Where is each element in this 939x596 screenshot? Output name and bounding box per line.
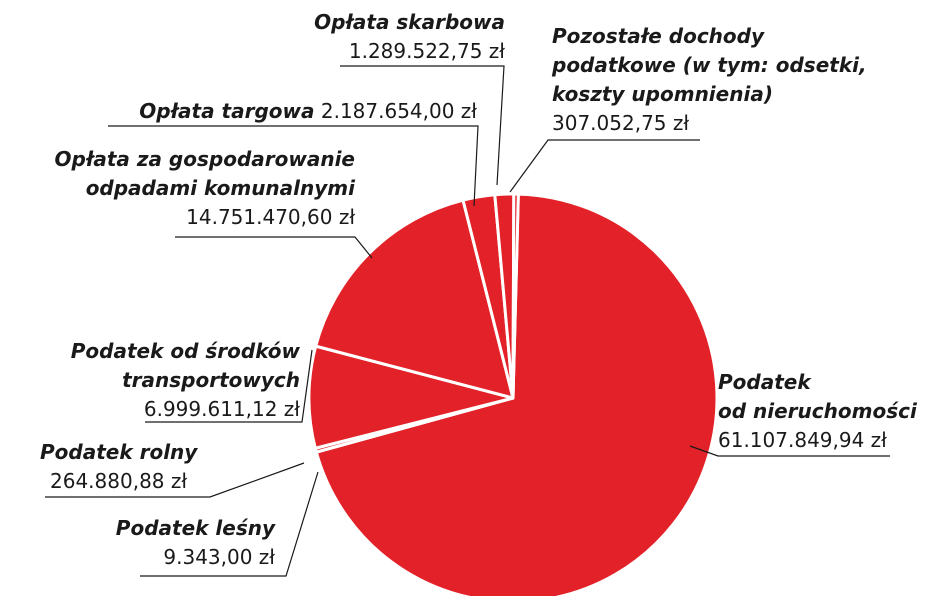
slice-label: Opłata skarbowa 1.289.522,75 zł xyxy=(314,8,505,66)
leader-line xyxy=(45,462,305,498)
pie-slice xyxy=(511,192,520,400)
leader-lines xyxy=(45,65,890,577)
category-label: Podatek od nieruchomości xyxy=(718,370,917,423)
slice-label: Podatek rolny 264.880,88 zł xyxy=(40,438,197,496)
category-label: Podatek od środków transportowych xyxy=(70,339,300,392)
leader-line xyxy=(175,236,373,259)
value-label: 14.751.470,60 zł xyxy=(186,205,355,229)
category-label: Opłata targowa xyxy=(139,99,315,123)
value-label: 9.343,00 zł xyxy=(163,545,275,569)
slice-label: Opłata za gospodarowanie odpadami komuna… xyxy=(55,145,356,232)
value-label: 307.052,75 zł xyxy=(552,111,690,135)
value-label: 61.107.849,94 zł xyxy=(718,428,887,452)
category-label: Opłata za gospodarowanie odpadami komuna… xyxy=(54,147,356,200)
value-label: 1.289.522,75 zł xyxy=(348,39,505,63)
value-label: 2.187.654,00 zł xyxy=(320,99,477,123)
leader-line xyxy=(689,445,890,457)
leader-line xyxy=(340,65,505,186)
pie-slice xyxy=(307,344,515,450)
category-label: Podatek leśny xyxy=(115,516,275,540)
pie-slice xyxy=(314,198,515,400)
slice-label: Podatek od środków transportowych 6.999.6… xyxy=(71,337,300,424)
leader-line xyxy=(108,125,479,207)
slice-label: Pozostałe dochody podatkowe (w tym: odse… xyxy=(552,22,867,138)
leader-line xyxy=(509,139,700,193)
value-label: 6.999.611,12 zł xyxy=(143,397,300,421)
slice-label: Podatek leśny 9.343,00 zł xyxy=(116,514,275,572)
category-label: Pozostałe dochody podatkowe (w tym: odse… xyxy=(552,24,867,106)
leader-line xyxy=(145,349,313,423)
slice-label: Podatek od nieruchomości 61.107.849,94 zł xyxy=(718,368,917,455)
category-label: Podatek rolny xyxy=(40,440,198,464)
value-label: 264.880,88 zł xyxy=(50,469,188,493)
pie-slice xyxy=(314,192,719,596)
category-label: Opłata skarbowa xyxy=(314,10,505,34)
leader-line xyxy=(140,471,319,577)
slice-label: Opłata targowa 2.187.654,00 zł xyxy=(139,97,477,126)
